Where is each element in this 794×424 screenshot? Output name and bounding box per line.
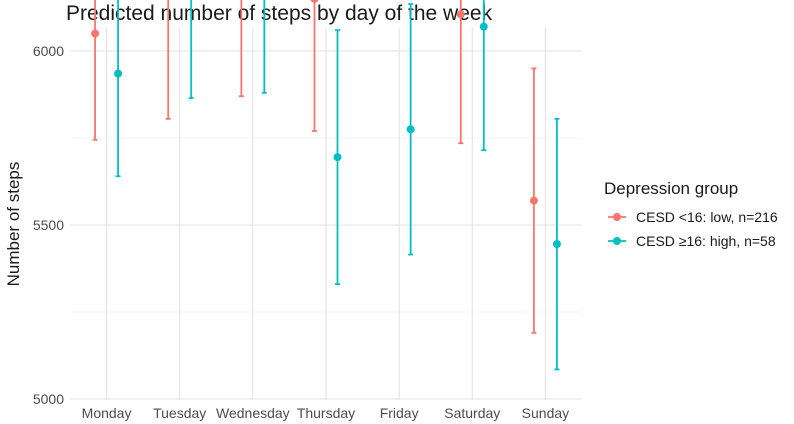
x-tick-label: Sunday — [522, 405, 569, 421]
y-tick-label: 5500 — [33, 217, 64, 233]
legend: Depression group CESD <16: low, n=216 CES… — [604, 179, 778, 249]
x-tick-label: Tuesday — [153, 405, 206, 421]
y-tick-label: 5000 — [33, 391, 64, 407]
x-tick-label: Saturday — [444, 405, 500, 421]
plot-series — [91, 0, 561, 371]
y-tick-label: 6000 — [33, 43, 64, 59]
legend-key-point — [613, 237, 621, 245]
data-point — [529, 196, 538, 205]
legend-item: CESD <16: low, n=216 — [608, 209, 778, 225]
legend-title: Depression group — [604, 179, 738, 198]
y-axis-ticks: 50005500600065007000 — [33, 43, 64, 407]
data-point — [552, 240, 561, 249]
legend-label: CESD ≥16: high, n=58 — [636, 233, 776, 249]
legend-item: CESD ≥16: high, n=58 — [608, 233, 776, 249]
data-point — [406, 125, 415, 134]
series-1 — [91, 0, 538, 334]
y-axis-title: Number of steps — [4, 162, 23, 287]
legend-key-point — [613, 213, 621, 221]
data-point — [333, 153, 342, 162]
data-point — [91, 29, 100, 38]
x-axis-ticks: Monday Tuesday Wednesday Thursday Friday Satu… — [82, 405, 570, 421]
chart-title: Predicted number of steps by day of the … — [66, 2, 493, 25]
data-point — [479, 22, 488, 31]
series-2 — [114, 0, 561, 371]
x-tick-label: Thursday — [297, 405, 355, 421]
data-point — [114, 69, 123, 78]
x-tick-label: Monday — [82, 405, 132, 421]
data-point — [456, 10, 465, 19]
x-tick-label: Friday — [380, 405, 419, 421]
grid — [70, 28, 582, 400]
x-tick-label: Wednesday — [216, 405, 290, 421]
legend-label: CESD <16: low, n=216 — [636, 209, 778, 225]
data-point — [310, 0, 319, 3]
